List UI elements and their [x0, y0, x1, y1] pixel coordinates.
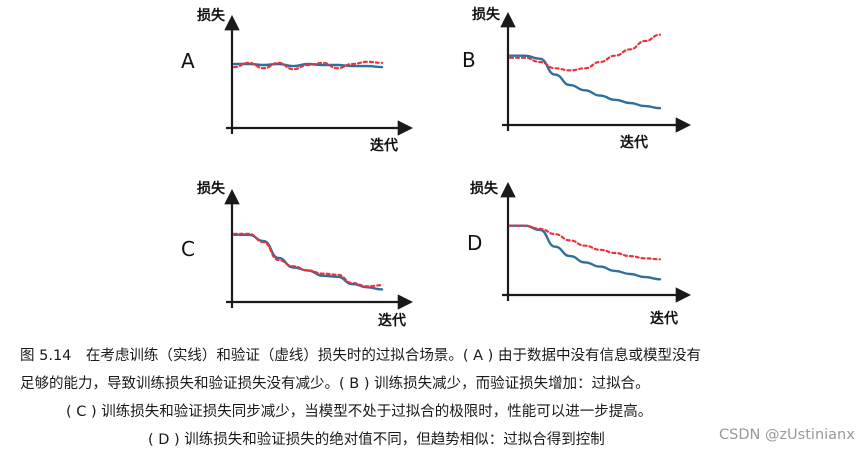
caption-line-1: 图 5.14 在考虑训练（实线）和验证（虚线）损失时的过拟合场景。( A ) 由… [20, 348, 701, 364]
x-axis-label: 迭代 [378, 312, 406, 329]
panel-letter: D [467, 231, 482, 255]
panel-B: B 迭代 损失 [462, 6, 692, 151]
validation-loss-line [232, 60, 384, 71]
panel-D: D 迭代 损失 [467, 180, 692, 327]
training-loss-line [508, 224, 662, 281]
y-axis-label: 损失 [197, 7, 226, 24]
panel-letter: A [181, 49, 195, 73]
x-axis-label: 迭代 [620, 134, 648, 151]
y-axis-label: 损失 [470, 180, 499, 197]
y-axis-label: 损失 [197, 180, 226, 197]
validation-loss-line [508, 33, 662, 72]
x-axis-label: 迭代 [370, 137, 398, 154]
validation-loss-line [508, 224, 662, 261]
y-axis-label: 损失 [472, 6, 501, 23]
caption-line-3: ( C ) 训练损失和验证损失同步减少，当模型不处于过拟合的极限时，性能可以进一… [66, 404, 653, 420]
panel-C: C 迭代 损失 [181, 180, 414, 329]
panel-letter: C [181, 237, 195, 261]
caption-line-4: ( D ) 训练损失和验证损失的绝对值不同，但趋势相似：过拟合得到控制 [148, 432, 605, 448]
validation-loss-line [232, 232, 384, 288]
panel-letter: B [462, 48, 476, 72]
training-loss-line [508, 54, 662, 110]
x-axis-label: 迭代 [650, 310, 678, 327]
caption-line-2: 足够的能力，导致训练损失和验证损失没有减少。( B ) 训练损失减少，而验证损失… [20, 376, 650, 392]
watermark: CSDN @zUstinianx [719, 427, 855, 443]
panel-A: A 迭代 损失 [181, 7, 414, 154]
training-loss-line [232, 233, 384, 291]
